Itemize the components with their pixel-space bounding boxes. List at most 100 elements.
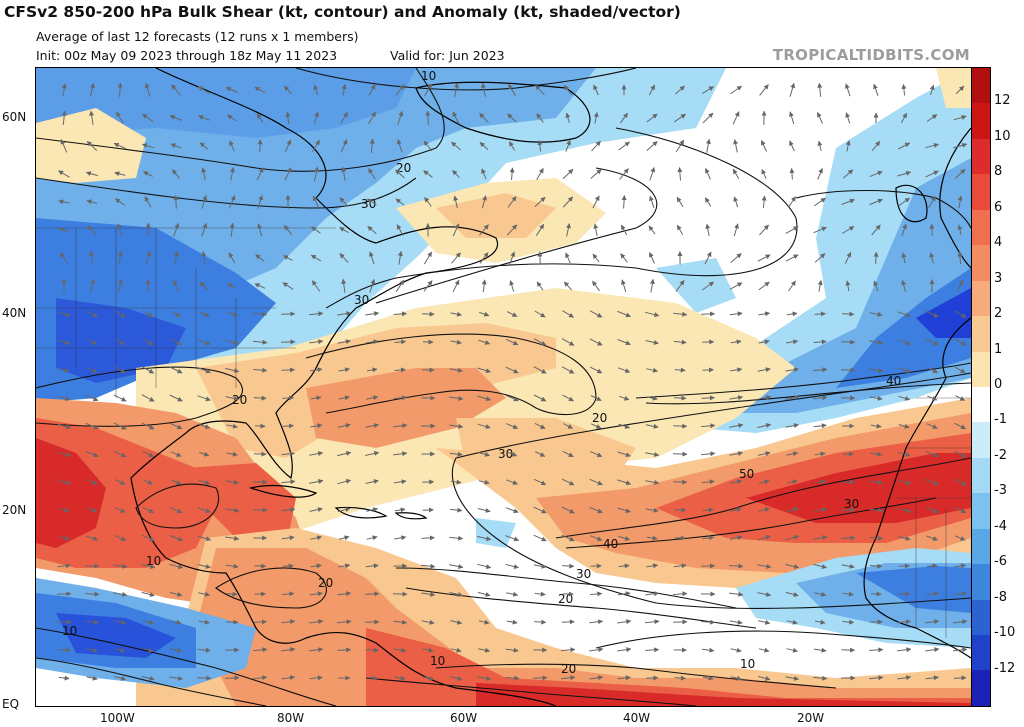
colorbar-label: 2 — [994, 306, 1003, 322]
vector-arrow — [589, 450, 603, 458]
vector-arrow — [788, 280, 796, 292]
vector-arrow — [841, 507, 856, 513]
vector-arrow — [536, 113, 544, 123]
vector-arrow — [141, 564, 156, 569]
vector-arrow — [814, 591, 827, 597]
shear-map: 10 20 30 30 20 20 30 40 50 30 40 30 20 1… — [36, 68, 971, 706]
vector-arrow — [618, 535, 631, 541]
vector-arrow — [814, 197, 827, 207]
vector-arrow — [729, 619, 743, 625]
vector-arrow — [533, 338, 547, 346]
vector-arrow — [227, 283, 237, 289]
vector-arrow — [593, 112, 599, 124]
colorbar-label: 1 — [994, 341, 1003, 357]
vector-arrow — [257, 194, 264, 209]
vector-arrow — [423, 251, 433, 265]
colorbar-label: 6 — [994, 199, 1003, 215]
vector-arrow — [479, 112, 489, 124]
vector-arrow — [173, 194, 179, 209]
vector-arrow — [589, 506, 603, 514]
vector-arrow — [869, 395, 883, 401]
vector-arrow — [397, 250, 403, 265]
vector-arrow — [314, 166, 319, 181]
vector-arrow — [142, 113, 154, 123]
vector-arrow — [309, 647, 324, 653]
vector-arrow — [591, 140, 601, 152]
vector-arrow — [255, 254, 265, 262]
vector-arrow — [281, 675, 296, 681]
vector-arrow — [900, 112, 908, 124]
vector-arrow — [113, 591, 128, 597]
vector-arrow — [563, 281, 573, 291]
vector-arrow — [169, 422, 183, 430]
vector-arrow — [729, 282, 743, 290]
vector-arrow — [897, 536, 911, 541]
vector-arrow — [561, 366, 575, 374]
colorbar-segment — [972, 457, 990, 494]
vector-arrow — [86, 479, 99, 485]
vector-arrow — [229, 222, 235, 237]
vector-arrow — [393, 311, 407, 317]
vector-arrow — [702, 112, 714, 124]
vector-arrow — [198, 479, 211, 485]
vector-arrow — [225, 311, 239, 317]
vector-arrow — [789, 82, 796, 97]
vector-arrow — [395, 84, 405, 96]
site-credit: TROPICALTIDBITS.COM — [772, 46, 970, 64]
vector-arrow — [253, 395, 267, 401]
vector-arrow — [729, 311, 743, 317]
vector-arrow — [284, 167, 292, 181]
colorbar-segment — [972, 103, 990, 139]
vector-arrow — [785, 563, 800, 569]
vector-arrow — [817, 140, 823, 152]
vector-arrow — [842, 311, 855, 317]
vector-arrow — [338, 395, 350, 401]
vector-arrow — [813, 675, 828, 681]
vector-arrow — [365, 339, 379, 345]
vector-arrow — [173, 250, 179, 265]
colorbar-label: 10 — [994, 128, 1011, 144]
vector-arrow — [142, 647, 154, 653]
vector-arrow — [676, 196, 684, 208]
vector-arrow — [393, 423, 408, 429]
map-panel: 10 20 30 30 20 20 30 40 50 30 40 30 20 1… — [35, 67, 972, 707]
vector-arrow — [901, 252, 907, 264]
vector-arrow — [309, 339, 324, 345]
lat-label-60n: 60N — [2, 110, 27, 124]
vector-arrow — [675, 279, 685, 292]
vector-arrow — [590, 395, 602, 401]
vector-arrow — [813, 339, 827, 345]
vector-arrow — [311, 280, 321, 292]
vector-arrow — [953, 591, 967, 597]
vector-arrow — [281, 619, 296, 625]
vector-arrow — [478, 647, 491, 653]
colorbar-label: -1 — [994, 412, 1007, 428]
vector-arrow — [589, 647, 604, 653]
vector-arrow — [844, 83, 851, 97]
vector-arrow — [509, 167, 515, 181]
vector-arrow — [282, 591, 295, 597]
vector-arrow — [869, 311, 883, 317]
vector-arrow — [845, 140, 851, 152]
vector-arrow — [477, 395, 492, 402]
vector-arrow — [228, 195, 236, 209]
vector-arrow — [85, 394, 99, 402]
vector-arrow — [730, 479, 743, 485]
vector-arrow — [730, 367, 743, 373]
contour-label: 10 — [740, 657, 755, 671]
vector-arrow — [309, 311, 324, 317]
vector-arrow — [452, 279, 460, 293]
vector-arrow — [757, 563, 772, 569]
vector-arrow — [535, 223, 545, 236]
vector-arrow — [86, 675, 98, 681]
vector-arrow — [785, 675, 799, 681]
vector-arrow — [481, 195, 487, 209]
vector-arrow — [113, 450, 127, 458]
vector-arrow — [729, 591, 744, 597]
vector-arrow — [422, 647, 434, 653]
vector-arrow — [282, 282, 294, 290]
vector-arrow — [534, 422, 546, 430]
vector-arrow — [953, 647, 968, 653]
vector-arrow — [645, 423, 659, 429]
vector-arrow — [309, 451, 324, 457]
